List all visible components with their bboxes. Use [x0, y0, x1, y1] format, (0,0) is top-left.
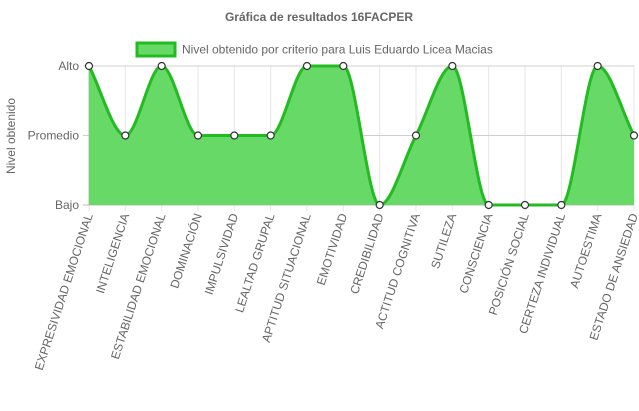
- data-point[interactable]: [302, 61, 312, 71]
- x-axis-ticks: EXPRESIVIDAD EMOCIONALINTELIGENCIAESTABI…: [32, 211, 639, 372]
- data-point[interactable]: [121, 131, 130, 140]
- data-point[interactable]: [411, 131, 421, 140]
- y-axis-title: Nivel obtenido: [4, 98, 18, 174]
- data-point[interactable]: [629, 131, 639, 140]
- data-point[interactable]: [484, 200, 493, 210]
- data-point[interactable]: [375, 200, 384, 210]
- x-tick-label: CREDIBILIDAD: [347, 211, 386, 296]
- y-tick-label: Alto: [58, 59, 79, 73]
- data-point[interactable]: [230, 131, 239, 140]
- y-tick-label: Promedio: [28, 129, 80, 143]
- legend-label: Nivel obtenido por criterio para Luis Ed…: [182, 43, 493, 57]
- legend[interactable]: Nivel obtenido por criterio para Luis Ed…: [135, 41, 493, 58]
- chart-title: Gráfica de resultados 16FACPER: [225, 10, 413, 24]
- data-point[interactable]: [339, 61, 348, 71]
- data-points: [84, 61, 639, 210]
- y-axis-ticks: Bajo Promedio Alto: [28, 59, 80, 212]
- y-tick-label: Bajo: [55, 198, 79, 212]
- x-tick-label: DOMINACIÓN: [166, 211, 204, 290]
- series-line: [87, 64, 636, 207]
- data-point[interactable]: [84, 61, 94, 71]
- data-point[interactable]: [557, 200, 566, 210]
- data-point[interactable]: [193, 131, 203, 140]
- legend-swatch: [135, 41, 177, 58]
- data-point[interactable]: [266, 131, 275, 140]
- x-tick-label: SUTILEZA: [428, 212, 459, 271]
- x-tick-label: AUTOESTIMA: [567, 212, 604, 290]
- data-point[interactable]: [520, 200, 530, 210]
- data-point[interactable]: [448, 61, 457, 71]
- x-tick-label: LEALTAD GRUPAL: [232, 211, 277, 314]
- data-point[interactable]: [157, 61, 166, 71]
- x-tick-label: EMOTIVIDAD: [314, 211, 350, 287]
- x-tick-label: CONSCIENCIA: [456, 212, 495, 296]
- x-tick-label: INTELIGENCIA: [93, 212, 132, 296]
- x-tick-label: EXPRESIVIDAD EMOCIONAL: [32, 211, 96, 372]
- x-tick-label: IMPULSIVIDAD: [202, 211, 242, 296]
- data-point[interactable]: [593, 61, 602, 71]
